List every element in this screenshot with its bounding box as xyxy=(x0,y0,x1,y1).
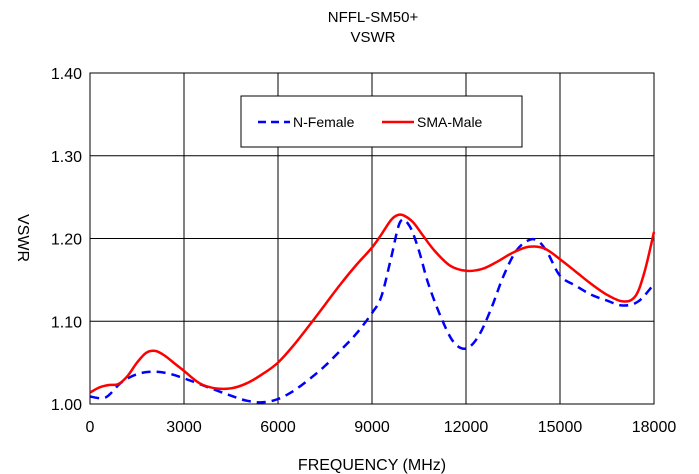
y-tick-label: 1.40 xyxy=(51,66,82,83)
plot-border xyxy=(89,72,655,405)
y-tick-label: 1.00 xyxy=(51,397,82,414)
legend-label-n-female: N-Female xyxy=(293,114,355,130)
y-tick-label: 1.10 xyxy=(51,314,82,331)
x-tick-label: 15000 xyxy=(538,419,583,436)
y-tick-label: 1.20 xyxy=(51,232,82,249)
legend: N-Female SMA-Male xyxy=(240,95,523,148)
x-tick-label: 18000 xyxy=(632,419,677,436)
x-tick-label: 3000 xyxy=(166,419,202,436)
x-tick-label: 9000 xyxy=(354,419,390,436)
x-tick-label: 6000 xyxy=(260,419,296,436)
x-tick-label: 12000 xyxy=(444,419,489,436)
y-axis-title: VSWR xyxy=(14,214,31,262)
series-lines xyxy=(89,213,656,404)
series-line-sma-male xyxy=(89,213,656,394)
series-line-n-female xyxy=(90,218,655,404)
y-tick-label: 1.30 xyxy=(51,149,82,166)
x-axis-title: FREQUENCY (MHz) xyxy=(298,457,446,474)
chart-subtitle: VSWR xyxy=(351,29,396,46)
chart-title: NFFL-SM50+ xyxy=(328,9,419,26)
x-tick-label: 0 xyxy=(86,419,95,436)
x-tick-labels: 0 3000 6000 9000 12000 15000 18000 xyxy=(86,419,677,436)
legend-label-sma-male: SMA-Male xyxy=(417,114,483,130)
y-tick-labels: 1.00 1.10 1.20 1.30 1.40 xyxy=(51,66,82,414)
